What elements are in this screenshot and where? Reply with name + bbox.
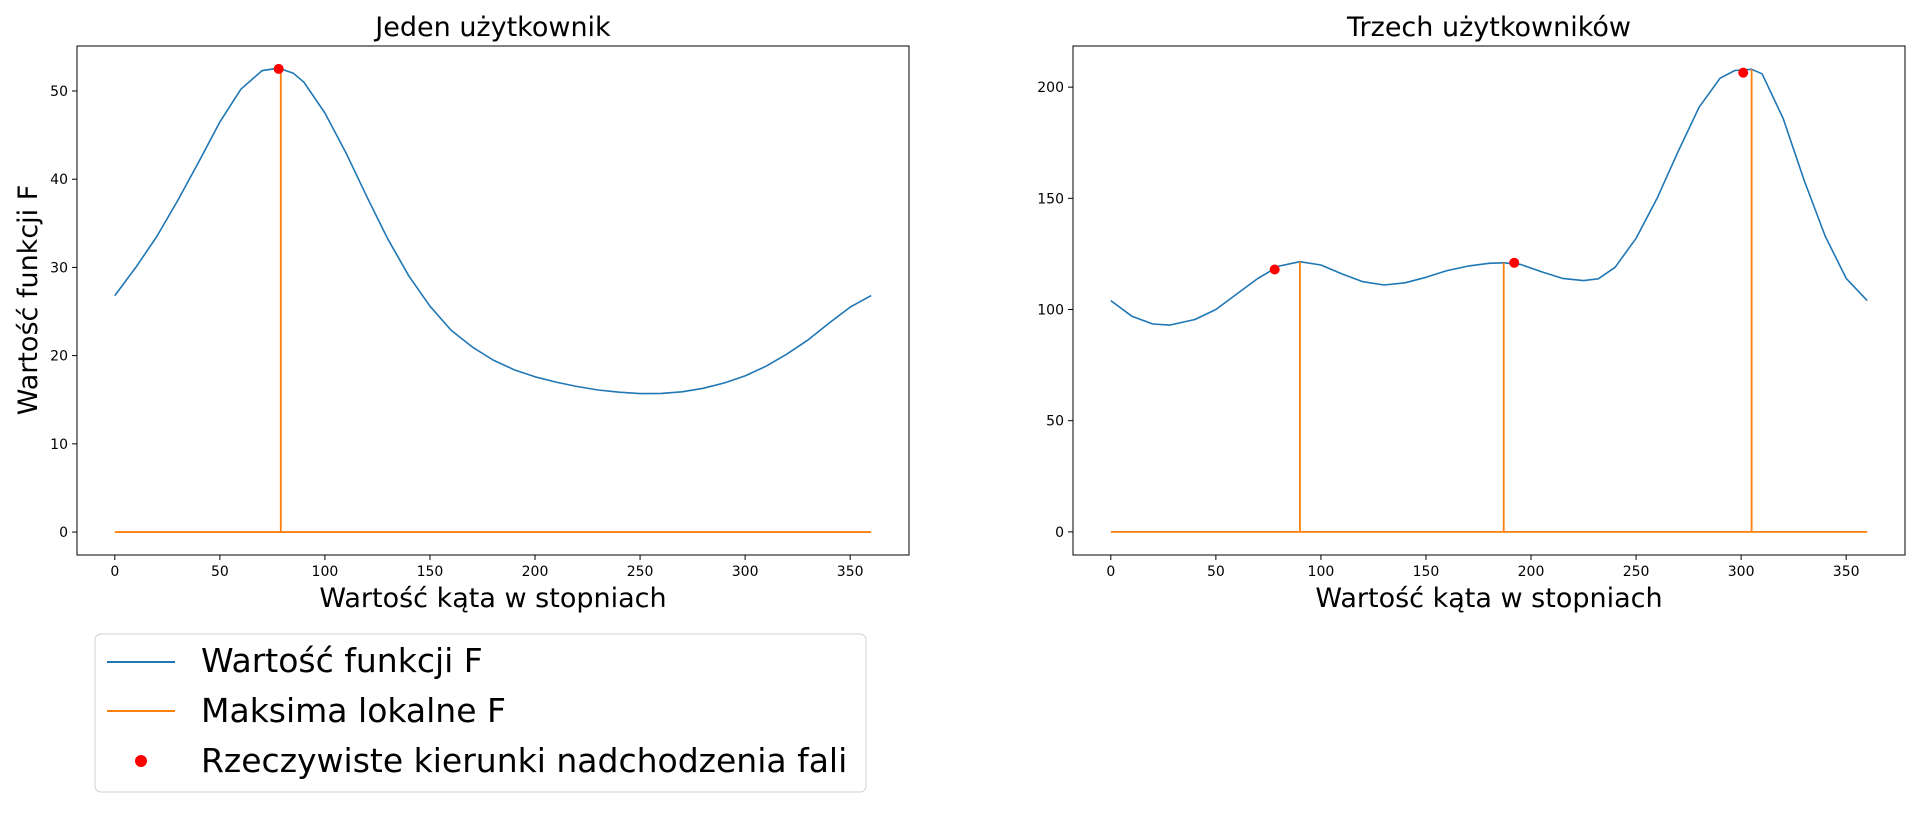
y-tick-label: 40 (50, 172, 68, 188)
legend-marker-swatch (135, 755, 147, 767)
y-tick-label: 200 (1037, 80, 1064, 96)
y-tick-label: 30 (50, 260, 68, 276)
y-tick-label: 10 (50, 437, 68, 453)
x-tick-label: 200 (522, 564, 549, 580)
legend-entry-true-directions: Rzeczywiste kierunki nadchodzenia fali (201, 741, 847, 780)
chart-title: Trzech użytkowników (1346, 12, 1631, 43)
x-tick-label: 50 (211, 564, 229, 580)
x-tick-label: 150 (417, 564, 444, 580)
y-tick-label: 100 (1037, 303, 1064, 319)
x-tick-label: 100 (1308, 564, 1335, 580)
y-tick-label: 150 (1037, 191, 1064, 207)
x-tick-label: 250 (1623, 564, 1650, 580)
chart-single-user: Jeden użytkownik Wartość kąta w stopniac… (13, 12, 910, 614)
y-tick-label: 20 (50, 349, 68, 365)
true-direction-point (1269, 264, 1280, 275)
series-line-function-f (1110, 68, 1868, 326)
y-axis-label: Wartość funkcji F (13, 185, 44, 416)
x-tick-label: 200 (1518, 564, 1545, 580)
chart-title: Jeden użytkownik (373, 12, 611, 43)
x-tick-label: 0 (1106, 564, 1115, 580)
x-tick-label: 300 (732, 564, 759, 580)
legend-entry-function: Wartość funkcji F (201, 641, 483, 680)
y-tick-label: 0 (59, 525, 68, 541)
true-direction-point (273, 63, 284, 74)
x-tick-label: 50 (1207, 564, 1225, 580)
y-tick-label: 50 (50, 84, 68, 100)
true-direction-point (1738, 67, 1749, 78)
legend-box (94, 633, 867, 793)
x-tick-label: 350 (1833, 564, 1860, 580)
x-tick-label: 300 (1728, 564, 1755, 580)
x-tick-label: 0 (110, 564, 119, 580)
chart-three-users: Trzech użytkowników Wartość kąta w stopn… (1037, 12, 1906, 614)
y-tick-label: 50 (1046, 414, 1064, 430)
x-tick-label: 250 (627, 564, 654, 580)
y-tick-label: 0 (1055, 525, 1064, 541)
x-axis-label: Wartość kąta w stopniach (1315, 583, 1662, 614)
plot-frame (76, 45, 910, 556)
x-axis-label: Wartość kąta w stopniach (319, 583, 666, 614)
legend-entry-local-maxima: Maksima lokalne F (201, 691, 506, 730)
x-tick-label: 350 (837, 564, 864, 580)
x-tick-label: 100 (312, 564, 339, 580)
legend: Wartość funkcji F Maksima lokalne F Rzec… (94, 633, 867, 793)
x-tick-label: 150 (1413, 564, 1440, 580)
plot-frame (1072, 45, 1906, 556)
series-line-function-f (114, 67, 872, 395)
true-direction-point (1509, 257, 1520, 268)
